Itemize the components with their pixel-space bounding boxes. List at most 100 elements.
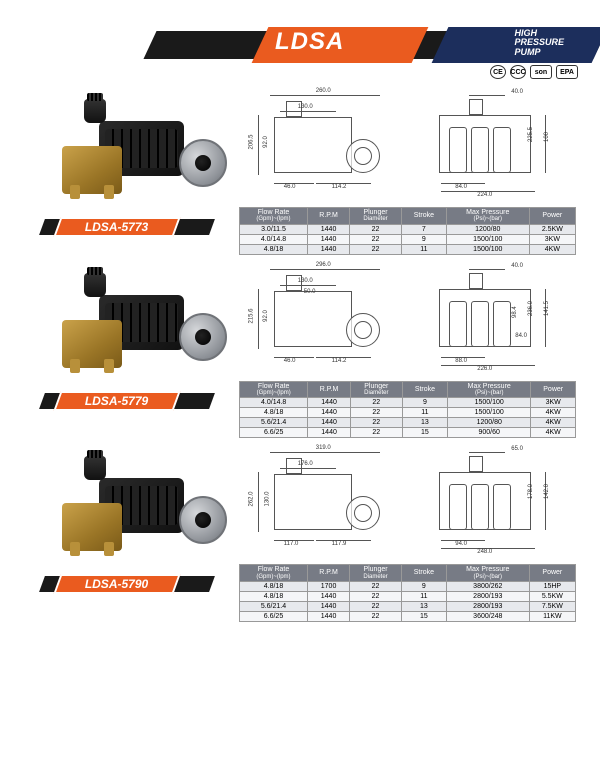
spec-cell: 13 bbox=[402, 418, 447, 428]
spec-cell: 2.5KW bbox=[529, 224, 575, 234]
spec-cell: 7.5KW bbox=[529, 601, 575, 611]
col-power: Power bbox=[529, 565, 575, 582]
drawing-front: 319.0 176.0 262.0 130.0 117.0 117.9 bbox=[246, 448, 396, 556]
spec-cell: 2800/193 bbox=[446, 601, 529, 611]
col-rpm: R.P.M bbox=[308, 381, 350, 398]
header-band: LDSA HIGH PRESSURE PUMP CE CCC son EPA bbox=[0, 25, 600, 69]
spec-cell: 4KW bbox=[531, 428, 576, 438]
spec-cell: 22 bbox=[350, 581, 402, 591]
spec-cell: 9 bbox=[402, 398, 447, 408]
spec-cell: 4KW bbox=[531, 408, 576, 418]
spec-cell: 1440 bbox=[307, 224, 349, 234]
spec-table: Flow Rate(Gpm)~(lpm) R.P.M PlungerDiamet… bbox=[239, 564, 576, 622]
model-label: LDSA-5779 bbox=[42, 391, 212, 411]
spec-cell: 3800/262 bbox=[446, 581, 529, 591]
drawing-side: 65.0 142.0 178.0 94.0 248.0 bbox=[419, 448, 569, 556]
spec-cell: 6.6/25 bbox=[240, 428, 308, 438]
spec-cell: 2800/193 bbox=[446, 591, 529, 601]
spec-cell: 11 bbox=[402, 408, 447, 418]
photo-column: LDSA-5779 bbox=[24, 265, 229, 439]
spec-row: 4.8/18144022111500/1004KW bbox=[240, 244, 576, 254]
spec-cell: 4KW bbox=[531, 418, 576, 428]
spec-cell: 22 bbox=[350, 244, 402, 254]
spec-cell: 1700 bbox=[307, 581, 349, 591]
col-plunger: PlungerDiameter bbox=[350, 381, 402, 398]
col-flow: Flow Rate(Gpm)~(lpm) bbox=[240, 208, 308, 225]
subtitle-line: PUMP bbox=[514, 48, 564, 57]
spec-cell: 22 bbox=[350, 591, 402, 601]
spec-row: 3.0/11.514402271200/802.5KW bbox=[240, 224, 576, 234]
spec-cell: 5.6/21.4 bbox=[240, 601, 308, 611]
spec-cell: 7 bbox=[401, 224, 446, 234]
spec-column: 260.0 130.0 206.5 92.0 46.0 114.2 bbox=[239, 91, 576, 255]
cert-badge: son bbox=[530, 65, 552, 79]
spec-cell: 11KW bbox=[529, 611, 575, 621]
model-badge: LDSA-5779 bbox=[42, 391, 212, 411]
col-flow: Flow Rate(Gpm)~(lpm) bbox=[240, 565, 308, 582]
cert-badge: EPA bbox=[556, 65, 578, 79]
product-row: LDSA-5779 296.0 130.0 50.0 215.6 92.0 bbox=[0, 261, 600, 445]
model-label: LDSA-5773 bbox=[42, 217, 212, 237]
model-badge: LDSA-5790 bbox=[42, 574, 212, 594]
spec-row: 6.6/25144022153600/24811KW bbox=[240, 611, 576, 621]
technical-drawings: 296.0 130.0 50.0 215.6 92.0 46.0 114.2 bbox=[239, 265, 576, 375]
spec-table: Flow Rate(Gpm)~(lpm) R.P.M PlungerDiamet… bbox=[239, 381, 576, 439]
spec-cell: 3600/248 bbox=[446, 611, 529, 621]
spec-row: 4.8/18144022112800/1935.5KW bbox=[240, 591, 576, 601]
col-plunger: PlungerDiameter bbox=[350, 565, 402, 582]
spec-cell: 4.0/14.8 bbox=[240, 398, 308, 408]
spec-cell: 900/60 bbox=[448, 428, 531, 438]
spec-cell: 1440 bbox=[308, 408, 350, 418]
series-title: LDSA bbox=[275, 28, 344, 56]
spec-cell: 4.8/18 bbox=[240, 581, 308, 591]
spec-row: 5.6/21.4144022132800/1937.5KW bbox=[240, 601, 576, 611]
pump-photo bbox=[44, 265, 209, 385]
spec-cell: 3KW bbox=[531, 398, 576, 408]
spec-row: 4.0/14.814402291500/1003KW bbox=[240, 398, 576, 408]
spec-cell: 1500/100 bbox=[448, 408, 531, 418]
col-rpm: R.P.M bbox=[307, 565, 349, 582]
col-maxp: Max Pressure(Psi)~(bar) bbox=[448, 381, 531, 398]
technical-drawings: 319.0 176.0 262.0 130.0 117.0 117.9 bbox=[239, 448, 576, 558]
cert-badge: CCC bbox=[510, 65, 526, 79]
spec-cell: 22 bbox=[350, 611, 402, 621]
spec-cell: 1500/100 bbox=[448, 398, 531, 408]
drawing-side: 40.0 100 225.5 84.0 224.0 bbox=[419, 91, 569, 199]
drawing-front: 296.0 130.0 50.0 215.6 92.0 46.0 114.2 bbox=[246, 265, 396, 373]
spec-cell: 11 bbox=[401, 244, 446, 254]
spec-cell: 9 bbox=[401, 581, 446, 591]
spec-cell: 22 bbox=[350, 224, 402, 234]
product-row: LDSA-5790 319.0 176.0 262.0 130.0 bbox=[0, 444, 600, 628]
spec-cell: 1440 bbox=[307, 244, 349, 254]
spec-cell: 5.5KW bbox=[529, 591, 575, 601]
spec-cell: 1440 bbox=[308, 398, 350, 408]
spec-cell: 22 bbox=[350, 408, 402, 418]
col-maxp: Max Pressure(Psi)~(bar) bbox=[446, 565, 529, 582]
col-rpm: R.P.M bbox=[307, 208, 349, 225]
col-stroke: Stroke bbox=[402, 381, 447, 398]
technical-drawings: 260.0 130.0 206.5 92.0 46.0 114.2 bbox=[239, 91, 576, 201]
pump-photo bbox=[44, 448, 209, 568]
spec-cell: 22 bbox=[350, 428, 402, 438]
spec-cell: 4.8/18 bbox=[240, 408, 308, 418]
spec-cell: 22 bbox=[350, 418, 402, 428]
certifications: CE CCC son EPA bbox=[490, 65, 578, 79]
spec-cell: 1500/100 bbox=[446, 244, 529, 254]
col-maxp: Max Pressure(Psi)~(bar) bbox=[446, 208, 529, 225]
spec-cell: 1200/80 bbox=[448, 418, 531, 428]
spec-cell: 1440 bbox=[308, 428, 350, 438]
spec-row: 4.8/18144022111500/1004KW bbox=[240, 408, 576, 418]
model-badge: LDSA-5773 bbox=[42, 217, 212, 237]
photo-column: LDSA-5773 bbox=[24, 91, 229, 255]
spec-cell: 1200/80 bbox=[446, 224, 529, 234]
spec-cell: 15HP bbox=[529, 581, 575, 591]
pump-photo bbox=[44, 91, 209, 211]
col-plunger: PlungerDiameter bbox=[350, 208, 402, 225]
spec-row: 4.0/14.814402291500/1003KW bbox=[240, 234, 576, 244]
spec-table: Flow Rate(Gpm)~(lpm) R.P.M PlungerDiamet… bbox=[239, 207, 576, 255]
spec-row: 5.6/21.4144022131200/804KW bbox=[240, 418, 576, 428]
spec-cell: 22 bbox=[350, 601, 402, 611]
spec-cell: 13 bbox=[401, 601, 446, 611]
col-power: Power bbox=[529, 208, 575, 225]
spec-cell: 15 bbox=[401, 611, 446, 621]
